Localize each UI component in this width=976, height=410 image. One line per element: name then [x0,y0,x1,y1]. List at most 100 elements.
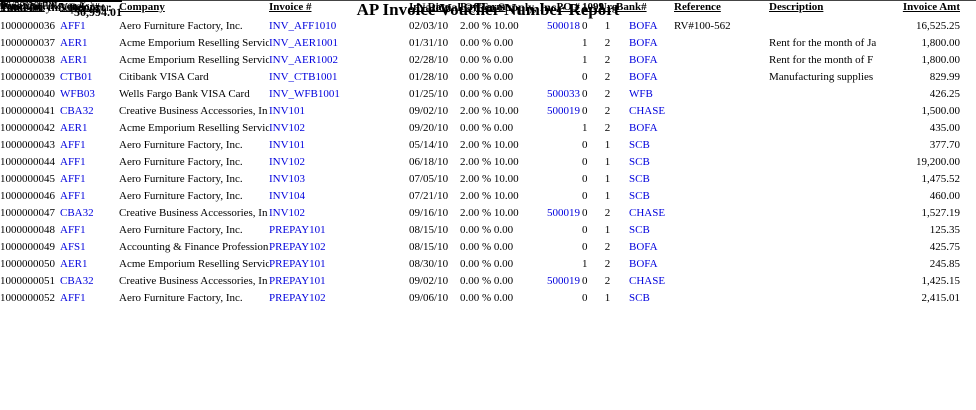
cell-bank-link[interactable]: BOFA [629,241,658,253]
cell-vendor-link[interactable]: WFB03 [60,88,95,100]
col-header-vendor: Vendor# [60,1,100,13]
table-row: 1000000038 AER1 Acme Emporium Reselling Se… [0,52,960,69]
cell-bank-link[interactable]: CHASE [629,105,666,117]
cell-invoice-link[interactable]: INV104 [269,190,306,202]
table-row: 1000000043 AFF1 Aero Furniture Factory, In… [0,137,960,154]
cell-invoice-amt: 460.00 [929,190,960,202]
cell-vendor-link[interactable]: CBA32 [60,207,94,219]
cell-1099: 0 [582,71,588,83]
cell-bank-link[interactable]: CHASE [629,207,666,219]
cell-company: Wells Fargo Bank VISA Card [119,88,250,100]
cell-bank-link[interactable]: BOFA [629,37,658,49]
cell-vendor-link[interactable]: AFF1 [60,139,86,151]
cell-po-link[interactable] [545,137,580,154]
cell-invoice-link[interactable]: PREPAY101 [269,275,326,287]
cell-bank-link[interactable]: WFB [629,88,653,100]
col-header-company: Company [119,1,165,13]
cell-invoice-link[interactable]: PREPAY101 [269,258,326,270]
cell-bank-link[interactable]: BOFA [629,258,658,270]
cell-bank-link[interactable]: SCB [629,292,650,304]
cell-invoice-amt: 435.00 [929,122,960,134]
cell-po-link[interactable] [545,256,580,273]
cell-vendor-link[interactable]: AER1 [60,54,88,66]
cell-1099: 0 [582,241,588,253]
cell-invoice-link[interactable]: INV103 [269,173,306,185]
cell-bank-link[interactable]: SCB [629,173,650,185]
cell-1099: 0 [582,139,588,151]
cell-company: Acme Emporium Reselling Servic [119,37,269,49]
cell-bank-link[interactable]: BOFA [629,20,658,32]
cell-description [769,103,902,120]
cell-invoice-link[interactable]: INV_WFB1001 [269,88,340,100]
cell-reference [674,290,769,307]
cell-description [769,188,902,205]
report-date: 10/30/10 [0,0,40,12]
cell-invoice-link[interactable]: INV_AER1002 [269,54,339,66]
cell-invoice-amt: 1,527.19 [921,207,961,219]
header-divider [0,0,976,1]
cell-description [769,290,902,307]
cell-vendor-link[interactable]: AFF1 [60,20,86,32]
cell-vendor-link[interactable]: AER1 [60,37,88,49]
cell-invoice-link[interactable]: INV_AFF1010 [269,20,337,32]
cell-description [769,171,902,188]
cell-vendor-link[interactable]: CBA32 [60,275,94,287]
cell-po-link[interactable] [545,188,580,205]
cell-bank-link[interactable]: BOFA [629,122,658,134]
cell-vendor-link[interactable]: AFS1 [60,241,86,253]
cell-bank-link[interactable]: SCB [629,190,650,202]
cell-vendor-link[interactable]: AFF1 [60,190,86,202]
cell-vendor-link[interactable]: CTB01 [60,71,93,83]
cell-po-link[interactable] [545,239,580,256]
cell-po-link[interactable] [545,52,580,69]
cell-urg: 1 [604,156,611,168]
cell-company: Creative Business Accessories, In [119,275,268,287]
cell-po-link[interactable] [545,171,580,188]
cell-po-link[interactable]: 500019 [547,275,580,287]
report-header: 10/30/10 06:53:28 PM National Office Sup… [0,0,976,60]
cell-po-link[interactable] [545,120,580,137]
cell-po-link[interactable]: 500019 [547,105,580,117]
cell-invoice-link[interactable]: INV101 [269,139,306,151]
cell-bank-link[interactable]: SCB [629,224,650,236]
cell-vendor-link[interactable]: AFF1 [60,156,86,168]
cell-invoice-amt: 426.25 [929,88,960,100]
cell-invoice-link[interactable]: PREPAY102 [269,241,326,253]
table-row: 1000000045 AFF1 Aero Furniture Factory, In… [0,171,960,188]
cell-invoice-amt: 829.99 [929,71,960,83]
cell-vendor-link[interactable]: AER1 [60,122,88,134]
cell-vendor-link[interactable]: AFF1 [60,173,86,185]
cell-invoice-link[interactable]: INV_CTB1001 [269,71,338,83]
cell-po-link[interactable]: 500019 [547,207,580,219]
cell-po-link[interactable] [545,69,580,86]
cell-bank-link[interactable]: SCB [629,139,650,151]
cell-vendor-link[interactable]: AFF1 [60,224,86,236]
cell-invoice-link[interactable]: INV102 [269,156,306,168]
cell-po-link[interactable]: 500018 [547,20,580,32]
cell-invoice-link[interactable]: INV102 [269,122,306,134]
cell-bank-link[interactable]: BOFA [629,71,658,83]
cell-reference [674,273,769,290]
cell-bank-link[interactable]: CHASE [629,275,666,287]
cell-urg: 1 [604,224,611,236]
cell-description: Manufacturing supplies [769,71,874,83]
cell-invoice-link[interactable]: PREPAY102 [269,292,326,304]
cell-bank-link[interactable]: BOFA [629,54,658,66]
cell-invoice-link[interactable]: INV102 [269,207,306,219]
cell-po-link[interactable] [545,154,580,171]
cell-vendor-link[interactable]: AFF1 [60,292,86,304]
cell-po-link[interactable] [545,35,580,52]
cell-1099: 0 [582,207,588,219]
cell-bank-link[interactable]: SCB [629,156,650,168]
cell-po-link[interactable] [545,222,580,239]
cell-inv-date: 08/15/10 [409,224,449,236]
cell-invoice-link[interactable]: PREPAY101 [269,224,326,236]
cell-invoice-link[interactable]: INV_AER1001 [269,37,339,49]
cell-po-link[interactable]: 500033 [547,88,580,100]
cell-vendor-link[interactable]: CBA32 [60,105,94,117]
cell-invoice-link[interactable]: INV101 [269,105,306,117]
cell-po-link[interactable] [545,290,580,307]
col-header-description: Description [769,1,824,13]
cell-invoice-amt: 1,800.00 [921,37,961,49]
cell-vendor-link[interactable]: AER1 [60,258,88,270]
